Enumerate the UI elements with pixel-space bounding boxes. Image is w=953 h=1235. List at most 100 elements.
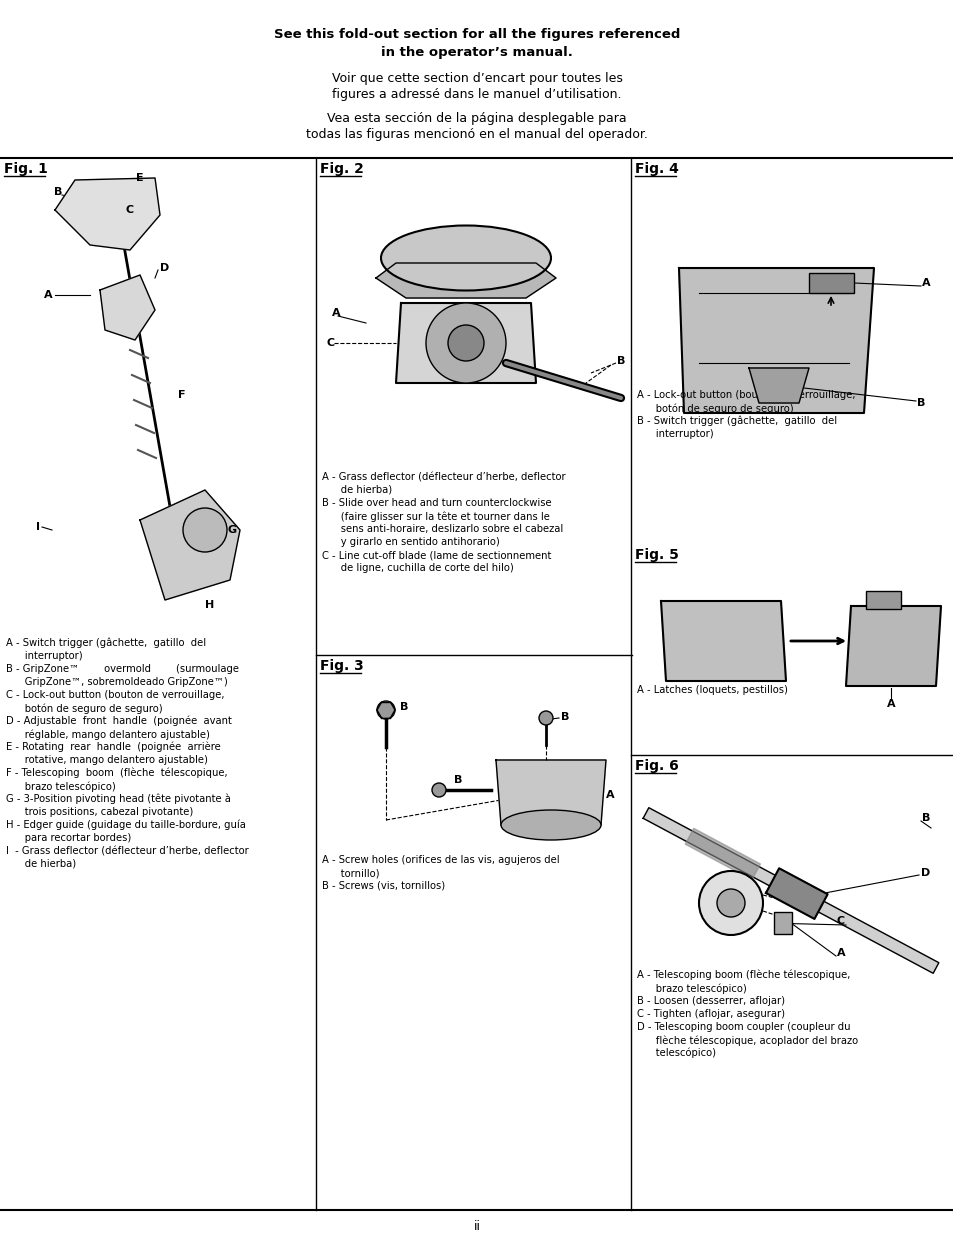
Text: ii: ii: [473, 1220, 480, 1233]
Text: C - Tighten (aflojar, asegurar): C - Tighten (aflojar, asegurar): [637, 1009, 784, 1019]
Text: Fig. 6: Fig. 6: [635, 760, 678, 773]
Text: A - Lock-out button (bouton de verrouillage,: A - Lock-out button (bouton de verrouill…: [637, 390, 855, 400]
Text: B: B: [454, 776, 462, 785]
Text: D - Telescoping boom coupler (coupleur du: D - Telescoping boom coupler (coupleur d…: [637, 1023, 850, 1032]
Polygon shape: [642, 808, 938, 973]
Text: A: A: [605, 790, 614, 800]
Text: A: A: [921, 278, 929, 288]
Text: D: D: [160, 263, 170, 273]
Text: B - Screws (vis, tornillos): B - Screws (vis, tornillos): [322, 881, 445, 890]
Text: brazo telescópico): brazo telescópico): [637, 983, 746, 993]
Polygon shape: [395, 303, 536, 383]
Text: flèche télescopique, acoplador del brazo: flèche télescopique, acoplador del brazo: [637, 1035, 858, 1046]
Text: See this fold-out section for all the figures referenced: See this fold-out section for all the fi…: [274, 28, 679, 41]
Text: botón de seguro de seguro): botón de seguro de seguro): [637, 403, 793, 414]
Text: para recortar bordes): para recortar bordes): [6, 832, 132, 844]
Ellipse shape: [380, 226, 551, 290]
Text: A - Screw holes (orifices de las vis, agujeros del: A - Screw holes (orifices de las vis, ag…: [322, 855, 559, 864]
Polygon shape: [684, 829, 760, 879]
Bar: [808, 273, 853, 293]
Text: interruptor): interruptor): [637, 429, 713, 438]
Text: D - Adjustable  front  handle  (poignée  avant: D - Adjustable front handle (poignée ava…: [6, 716, 232, 726]
Text: C - Line cut-off blade (lame de sectionnement: C - Line cut-off blade (lame de sectionn…: [322, 550, 551, 559]
Circle shape: [432, 783, 446, 797]
Text: brazo telescópico): brazo telescópico): [6, 781, 115, 792]
Text: A: A: [332, 308, 340, 317]
Text: réglable, mango delantero ajustable): réglable, mango delantero ajustable): [6, 729, 210, 740]
Text: A - Switch trigger (gâchette,  gatillo  del: A - Switch trigger (gâchette, gatillo de…: [6, 638, 206, 648]
Text: A: A: [44, 290, 52, 300]
Text: figures a adressé dans le manuel d’utilisation.: figures a adressé dans le manuel d’utili…: [332, 88, 621, 101]
Text: I  - Grass deflector (déflecteur d’herbe, deflector: I - Grass deflector (déflecteur d’herbe,…: [6, 846, 249, 856]
Text: Fig. 2: Fig. 2: [319, 162, 363, 177]
Text: E - Rotating  rear  handle  (poignée  arrière: E - Rotating rear handle (poignée arrièr…: [6, 742, 220, 752]
Text: C - Lock-out button (bouton de verrouillage,: C - Lock-out button (bouton de verrouill…: [6, 690, 224, 700]
Text: A - Telescoping boom (flèche télescopique,: A - Telescoping boom (flèche télescopiqu…: [637, 969, 849, 981]
Text: de hierba): de hierba): [6, 860, 76, 869]
Text: botón de seguro de seguro): botón de seguro de seguro): [6, 703, 162, 714]
Ellipse shape: [500, 810, 600, 840]
Text: B - Loosen (desserrer, aflojar): B - Loosen (desserrer, aflojar): [637, 995, 784, 1007]
Text: F: F: [178, 390, 186, 400]
Text: B - Switch trigger (gâchette,  gatillo  del: B - Switch trigger (gâchette, gatillo de…: [637, 416, 836, 426]
Circle shape: [426, 303, 505, 383]
Bar: [865, 592, 900, 609]
Text: interruptor): interruptor): [6, 651, 83, 661]
Text: B: B: [399, 701, 408, 713]
Text: GripZone™, sobremoldeado GripZone™): GripZone™, sobremoldeado GripZone™): [6, 677, 228, 687]
Text: H - Edger guide (guidage du taille-bordure, guía: H - Edger guide (guidage du taille-bordu…: [6, 820, 246, 830]
Polygon shape: [765, 868, 827, 919]
Text: C: C: [126, 205, 134, 215]
Polygon shape: [679, 268, 873, 412]
Text: B: B: [617, 356, 624, 366]
Text: B: B: [53, 186, 62, 198]
Text: in the operator’s manual.: in the operator’s manual.: [380, 46, 573, 59]
Text: A: A: [836, 948, 844, 958]
Text: Vea esta sección de la página desplegable para: Vea esta sección de la página desplegabl…: [327, 112, 626, 125]
Text: Voir que cette section d’encart pour toutes les: Voir que cette section d’encart pour tou…: [332, 72, 621, 85]
Text: y girarlo en sentido antihorario): y girarlo en sentido antihorario): [322, 537, 499, 547]
Bar: [773, 911, 791, 934]
Polygon shape: [140, 490, 240, 600]
Text: B: B: [560, 713, 569, 722]
Text: D: D: [921, 868, 929, 878]
Text: de ligne, cuchilla de corte del hilo): de ligne, cuchilla de corte del hilo): [322, 563, 514, 573]
Circle shape: [448, 325, 483, 361]
Text: tornillo): tornillo): [322, 868, 379, 878]
Text: Fig. 1: Fig. 1: [4, 162, 48, 177]
Text: C: C: [836, 916, 844, 926]
Text: Fig. 5: Fig. 5: [635, 548, 679, 562]
Text: G: G: [227, 525, 236, 535]
Text: B - Slide over head and turn counterclockwise: B - Slide over head and turn countercloc…: [322, 498, 551, 508]
Polygon shape: [660, 601, 785, 680]
Text: G - 3-Position pivoting head (tête pivotante à: G - 3-Position pivoting head (tête pivot…: [6, 794, 231, 804]
Text: todas las figuras mencionó en el manual del operador.: todas las figuras mencionó en el manual …: [306, 128, 647, 141]
Circle shape: [376, 701, 395, 719]
Text: B - GripZone™        overmold        (surmoulage: B - GripZone™ overmold (surmoulage: [6, 664, 239, 674]
Text: C: C: [327, 338, 335, 348]
Text: rotative, mango delantero ajustable): rotative, mango delantero ajustable): [6, 755, 208, 764]
Text: telescópico): telescópico): [637, 1049, 716, 1058]
Polygon shape: [845, 606, 940, 685]
Circle shape: [717, 889, 744, 918]
Polygon shape: [748, 368, 808, 403]
Text: de hierba): de hierba): [322, 485, 392, 495]
Text: A - Grass deflector (déflecteur d’herbe, deflector: A - Grass deflector (déflecteur d’herbe,…: [322, 472, 565, 482]
Polygon shape: [55, 178, 160, 249]
Text: trois positions, cabezal pivotante): trois positions, cabezal pivotante): [6, 806, 193, 818]
Polygon shape: [496, 760, 605, 825]
Text: Fig. 4: Fig. 4: [635, 162, 679, 177]
Text: A: A: [885, 699, 894, 709]
Text: Fig. 3: Fig. 3: [319, 659, 363, 673]
Text: sens anti-horaire, deslizarlo sobre el cabezal: sens anti-horaire, deslizarlo sobre el c…: [322, 524, 562, 534]
Text: (faire glisser sur la tête et tourner dans le: (faire glisser sur la tête et tourner da…: [322, 511, 549, 521]
Text: F - Telescoping  boom  (flèche  télescopique,: F - Telescoping boom (flèche télescopiqu…: [6, 768, 228, 778]
Circle shape: [183, 508, 227, 552]
Text: H: H: [205, 600, 214, 610]
Polygon shape: [375, 263, 556, 298]
Text: B: B: [916, 398, 924, 408]
Text: B: B: [921, 813, 929, 823]
Text: E: E: [136, 173, 144, 183]
Polygon shape: [100, 275, 154, 340]
Text: I: I: [36, 522, 40, 532]
